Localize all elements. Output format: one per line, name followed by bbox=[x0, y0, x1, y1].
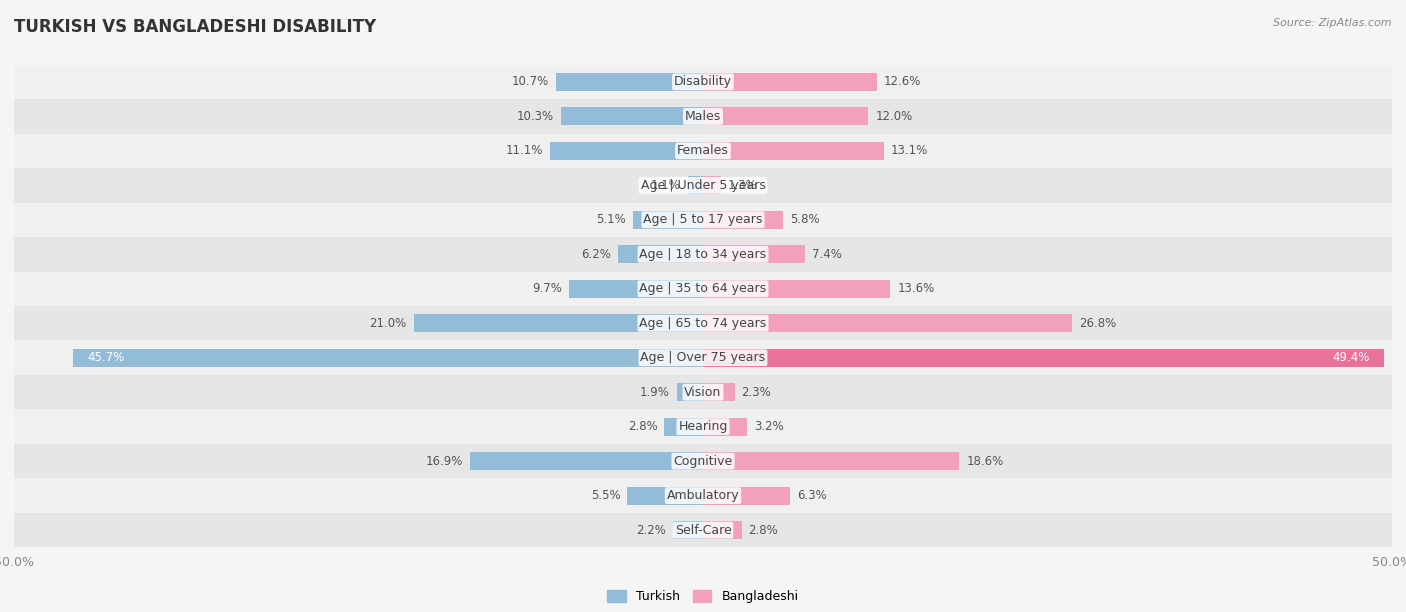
Text: 3.2%: 3.2% bbox=[754, 420, 783, 433]
Text: TURKISH VS BANGLADESHI DISABILITY: TURKISH VS BANGLADESHI DISABILITY bbox=[14, 18, 377, 36]
Text: 1.3%: 1.3% bbox=[728, 179, 758, 192]
Text: Age | Over 75 years: Age | Over 75 years bbox=[641, 351, 765, 364]
Bar bbox=[14, 375, 1392, 409]
Bar bbox=[676, 383, 703, 401]
Text: Vision: Vision bbox=[685, 386, 721, 398]
Bar bbox=[73, 349, 703, 367]
Text: 49.4%: 49.4% bbox=[1333, 351, 1369, 364]
Text: Age | 35 to 64 years: Age | 35 to 64 years bbox=[640, 282, 766, 295]
Text: Disability: Disability bbox=[673, 75, 733, 88]
Text: 16.9%: 16.9% bbox=[426, 455, 463, 468]
Text: 5.5%: 5.5% bbox=[591, 489, 620, 502]
Text: 12.6%: 12.6% bbox=[883, 75, 921, 88]
Bar bbox=[703, 418, 747, 436]
Bar bbox=[14, 99, 1392, 133]
Bar bbox=[470, 452, 703, 470]
Bar bbox=[561, 107, 703, 125]
Bar bbox=[14, 444, 1392, 479]
Bar bbox=[14, 133, 1392, 168]
Text: 5.8%: 5.8% bbox=[790, 214, 820, 226]
Bar bbox=[627, 487, 703, 505]
Text: 1.9%: 1.9% bbox=[640, 386, 669, 398]
Text: Self-Care: Self-Care bbox=[675, 524, 731, 537]
Text: 2.8%: 2.8% bbox=[748, 524, 778, 537]
Text: 2.8%: 2.8% bbox=[628, 420, 658, 433]
Bar bbox=[14, 306, 1392, 340]
Text: 21.0%: 21.0% bbox=[370, 317, 406, 330]
Bar bbox=[14, 272, 1392, 306]
Text: 6.3%: 6.3% bbox=[797, 489, 827, 502]
Bar bbox=[14, 203, 1392, 237]
Bar bbox=[665, 418, 703, 436]
Bar bbox=[688, 176, 703, 194]
Text: 10.3%: 10.3% bbox=[517, 110, 554, 123]
Text: 13.1%: 13.1% bbox=[890, 144, 928, 157]
Text: Age | Under 5 years: Age | Under 5 years bbox=[641, 179, 765, 192]
Bar bbox=[14, 168, 1392, 203]
Bar bbox=[703, 245, 806, 263]
Bar bbox=[703, 176, 721, 194]
Text: 12.0%: 12.0% bbox=[875, 110, 912, 123]
Bar bbox=[703, 349, 1384, 367]
Bar bbox=[14, 237, 1392, 272]
Text: 6.2%: 6.2% bbox=[581, 248, 610, 261]
Bar bbox=[703, 142, 883, 160]
Bar bbox=[703, 383, 735, 401]
Bar bbox=[555, 73, 703, 91]
Bar bbox=[703, 280, 890, 297]
Text: Age | 65 to 74 years: Age | 65 to 74 years bbox=[640, 317, 766, 330]
Bar bbox=[672, 521, 703, 539]
Bar bbox=[569, 280, 703, 297]
Text: 10.7%: 10.7% bbox=[512, 75, 548, 88]
Legend: Turkish, Bangladeshi: Turkish, Bangladeshi bbox=[602, 585, 804, 608]
Text: Hearing: Hearing bbox=[678, 420, 728, 433]
Text: 2.2%: 2.2% bbox=[636, 524, 666, 537]
Text: 2.3%: 2.3% bbox=[741, 386, 772, 398]
Text: 11.1%: 11.1% bbox=[506, 144, 543, 157]
Bar bbox=[413, 315, 703, 332]
Bar bbox=[703, 107, 869, 125]
Text: Age | 18 to 34 years: Age | 18 to 34 years bbox=[640, 248, 766, 261]
Bar bbox=[703, 315, 1073, 332]
Bar bbox=[14, 409, 1392, 444]
Text: Males: Males bbox=[685, 110, 721, 123]
Text: 18.6%: 18.6% bbox=[966, 455, 1004, 468]
Text: Age | 5 to 17 years: Age | 5 to 17 years bbox=[644, 214, 762, 226]
Bar bbox=[14, 65, 1392, 99]
Bar bbox=[617, 245, 703, 263]
Text: 5.1%: 5.1% bbox=[596, 214, 626, 226]
Text: 1.1%: 1.1% bbox=[651, 179, 681, 192]
Bar bbox=[703, 73, 876, 91]
Bar bbox=[633, 211, 703, 229]
Text: Ambulatory: Ambulatory bbox=[666, 489, 740, 502]
Text: Females: Females bbox=[678, 144, 728, 157]
Text: 45.7%: 45.7% bbox=[87, 351, 124, 364]
Bar bbox=[14, 513, 1392, 547]
Bar bbox=[14, 340, 1392, 375]
Bar bbox=[14, 479, 1392, 513]
Bar bbox=[703, 452, 959, 470]
Bar bbox=[703, 211, 783, 229]
Text: Cognitive: Cognitive bbox=[673, 455, 733, 468]
Text: 26.8%: 26.8% bbox=[1080, 317, 1116, 330]
Bar bbox=[703, 521, 741, 539]
Text: Source: ZipAtlas.com: Source: ZipAtlas.com bbox=[1274, 18, 1392, 28]
Text: 7.4%: 7.4% bbox=[811, 248, 842, 261]
Bar bbox=[550, 142, 703, 160]
Text: 9.7%: 9.7% bbox=[533, 282, 562, 295]
Text: 13.6%: 13.6% bbox=[897, 282, 935, 295]
Bar bbox=[703, 487, 790, 505]
